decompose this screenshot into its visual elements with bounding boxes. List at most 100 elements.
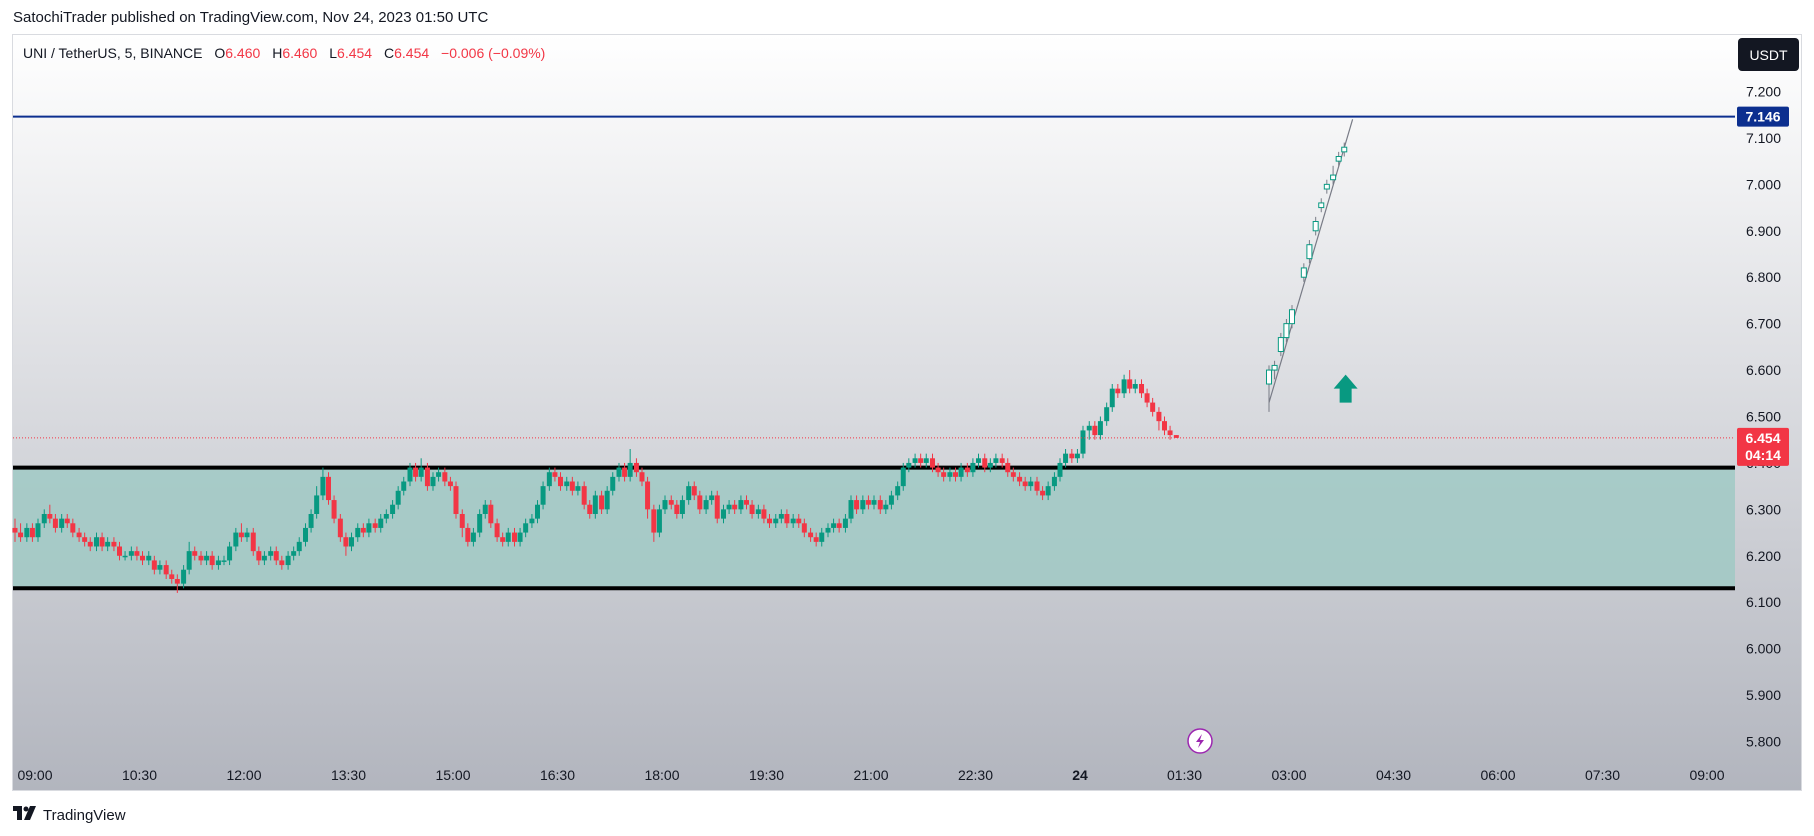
- candle-body: [1144, 393, 1150, 403]
- candle-body: [348, 537, 354, 547]
- candle-body: [395, 490, 401, 505]
- projection-candle-body: [1318, 202, 1325, 209]
- projection-candle: [1283, 319, 1290, 343]
- candle: [233, 527, 239, 552]
- projection-candle: [1306, 240, 1313, 264]
- chart-background: [13, 35, 1801, 790]
- candle: [482, 500, 488, 519]
- last-price-tag-label: 6.454: [1745, 430, 1780, 446]
- candle: [1051, 472, 1057, 491]
- candle-body: [1051, 476, 1057, 487]
- candle: [796, 514, 802, 528]
- candle-body: [157, 565, 163, 570]
- candle-body: [1115, 388, 1121, 394]
- candle: [1139, 379, 1145, 398]
- projection-candle: [1323, 179, 1330, 194]
- candle-body: [679, 500, 685, 514]
- candle: [627, 449, 633, 482]
- candle-body: [651, 509, 657, 533]
- candle-body: [523, 523, 529, 533]
- candle: [1150, 397, 1156, 417]
- candle-body: [453, 486, 459, 514]
- footer-brand[interactable]: TradingView: [13, 806, 126, 824]
- candle-body: [766, 518, 772, 524]
- y-tick-label: 6.300: [1746, 501, 1781, 517]
- candle: [285, 551, 291, 570]
- candle-body: [778, 514, 784, 519]
- candle: [320, 467, 326, 501]
- candle-body: [256, 551, 262, 561]
- legend-symbol: UNI / TetherUS, 5, BINANCE: [23, 45, 203, 61]
- projection-candle-body: [1323, 183, 1330, 190]
- candle: [139, 551, 145, 566]
- candle-body: [1150, 402, 1156, 412]
- candle: [900, 462, 906, 491]
- candle-body: [238, 532, 244, 538]
- projection-candle-body: [1283, 323, 1290, 339]
- currency-button[interactable]: USDT: [1738, 38, 1799, 71]
- candle-body: [686, 486, 692, 501]
- candle: [895, 481, 901, 501]
- candle-body: [1086, 425, 1092, 431]
- candle-body: [755, 509, 761, 514]
- candle-body: [987, 462, 993, 468]
- x-tick-label: 09:00: [1689, 767, 1724, 783]
- candle: [314, 486, 320, 519]
- candle: [975, 453, 981, 468]
- x-tick-label: 24: [1072, 767, 1088, 783]
- candle: [557, 472, 563, 491]
- candle-body: [900, 467, 906, 487]
- candle: [610, 472, 616, 496]
- candle: [494, 518, 500, 542]
- x-tick-label: 16:30: [540, 767, 575, 783]
- candle-body: [1092, 425, 1098, 436]
- candle-body: [674, 504, 680, 514]
- candle-body: [76, 532, 82, 538]
- candle: [930, 453, 936, 473]
- candle: [477, 509, 483, 538]
- candle: [808, 527, 814, 542]
- candle: [348, 532, 354, 552]
- candle: [778, 509, 784, 524]
- candle-body: [1109, 388, 1115, 408]
- candle: [871, 495, 877, 510]
- candle-body: [64, 518, 70, 524]
- candle-body: [82, 537, 88, 542]
- legend-low-label: L: [329, 45, 338, 61]
- candle-body: [622, 467, 628, 477]
- candle: [1132, 379, 1138, 394]
- candle-body: [703, 500, 709, 510]
- candle-body: [517, 532, 523, 542]
- candle: [1017, 472, 1023, 487]
- candle: [117, 541, 122, 561]
- candle: [326, 472, 331, 505]
- candle: [35, 518, 41, 542]
- candle-body: [221, 560, 227, 562]
- candle-body: [918, 458, 924, 463]
- candle-body: [1156, 411, 1162, 422]
- candle: [122, 551, 128, 561]
- candle-body: [105, 541, 111, 547]
- candle-body: [662, 500, 668, 510]
- x-tick-label: 18:00: [644, 767, 679, 783]
- candle-body: [970, 462, 976, 473]
- candle: [1097, 416, 1103, 440]
- candle: [186, 541, 192, 575]
- candle-body: [540, 486, 546, 505]
- candle-body: [227, 546, 233, 561]
- candle-body: [1080, 430, 1086, 454]
- y-tick-label: 6.600: [1746, 362, 1781, 378]
- candle: [569, 476, 575, 496]
- candle: [174, 574, 180, 593]
- candle-body: [494, 523, 500, 538]
- legend-high-label: H: [272, 45, 283, 61]
- y-tick-label: 6.100: [1746, 594, 1781, 610]
- candle-body: [285, 555, 291, 566]
- candle-body: [604, 490, 610, 510]
- projection-candle: [1330, 165, 1337, 185]
- candle: [436, 467, 442, 482]
- legend-close-value: 6.454: [394, 45, 430, 61]
- y-tick-label: 6.800: [1746, 269, 1781, 285]
- candle: [279, 555, 285, 570]
